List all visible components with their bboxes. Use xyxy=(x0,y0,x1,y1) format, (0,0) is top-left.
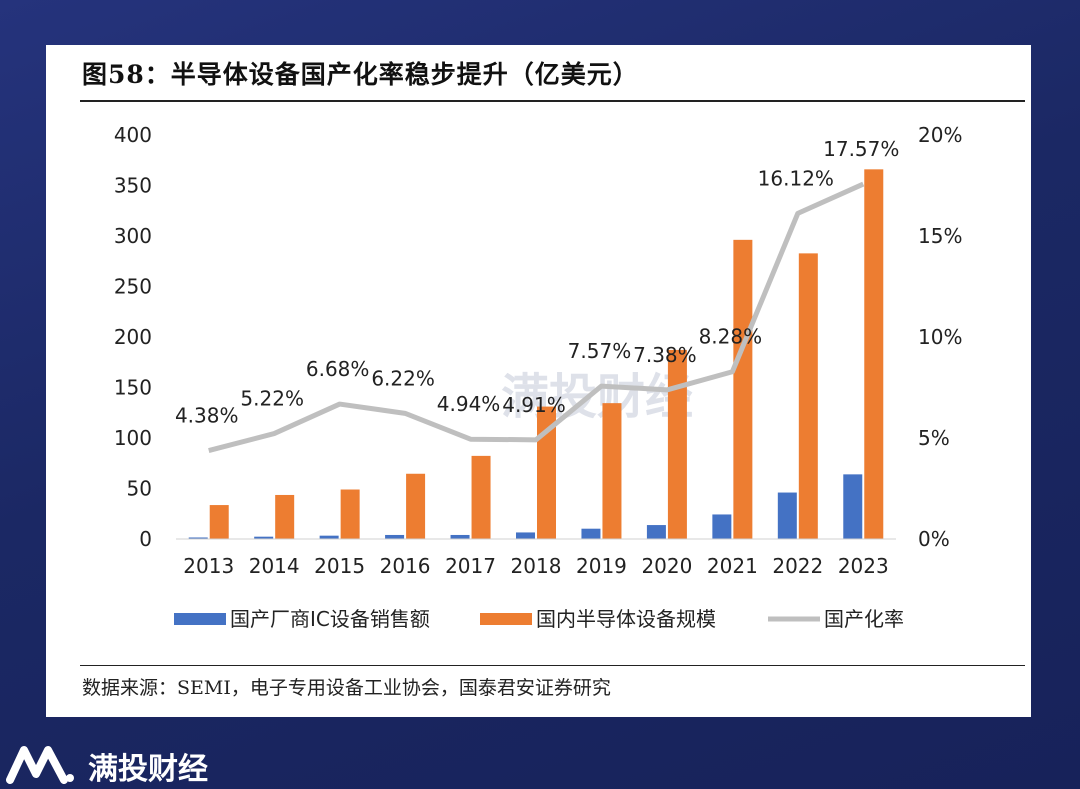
bar-domestic-ic-sales xyxy=(254,536,274,539)
data-label-rate: 4.91% xyxy=(502,393,566,417)
bar-domestic-equipment-market xyxy=(798,253,818,539)
x-tick-label: 2014 xyxy=(249,554,300,578)
bar-domestic-equipment-market xyxy=(471,455,491,539)
bar-domestic-equipment-market xyxy=(667,349,687,539)
legend-localization-rate: 国产化率 xyxy=(768,607,904,631)
bar-domestic-ic-sales xyxy=(516,532,535,539)
legend-swatch xyxy=(480,613,532,625)
y-tick-label: 200 xyxy=(114,325,152,349)
data-label-rate: 7.38% xyxy=(633,343,697,367)
bar-domestic-equipment-market xyxy=(406,473,426,539)
y2-tick-label: 5% xyxy=(918,426,950,450)
bar-domestic-ic-sales xyxy=(319,535,339,539)
data-label-rate: 8.28% xyxy=(699,325,763,349)
y2-tick-label: 20% xyxy=(918,123,962,147)
x-tick-label: 2017 xyxy=(445,554,496,578)
data-label-rate: 16.12% xyxy=(758,166,834,190)
bar-domestic-ic-sales xyxy=(581,528,601,539)
bar-domestic-ic-sales xyxy=(188,537,208,539)
data-label-rate: 17.57% xyxy=(823,137,899,161)
watermark-text: 满投财经 xyxy=(501,369,693,425)
data-label-rate: 6.68% xyxy=(306,357,370,381)
x-tick-label: 2020 xyxy=(641,554,692,578)
legend-swatch xyxy=(174,613,226,625)
y-tick-label: 250 xyxy=(114,275,152,299)
y-tick-label: 400 xyxy=(114,123,152,147)
data-label-rate: 4.94% xyxy=(437,392,501,416)
bar-domestic-ic-sales xyxy=(385,534,405,539)
y-tick-label: 100 xyxy=(114,426,152,450)
legend-label: 国内半导体设备规模 xyxy=(536,607,716,631)
source-divider xyxy=(80,665,1025,666)
y2-tick-label: 10% xyxy=(918,325,962,349)
legend-label: 国产化率 xyxy=(824,607,904,631)
x-tick-label: 2013 xyxy=(183,554,234,578)
bar-domestic-ic-sales xyxy=(843,474,863,539)
bar-domestic-equipment-market xyxy=(275,494,295,539)
x-tick-label: 2016 xyxy=(380,554,431,578)
y-tick-label: 150 xyxy=(114,376,152,400)
chart-card: 图58：半导体设备国产化率稳步提升（亿美元） 满投财经 0 50 100 150 200… xyxy=(46,45,1031,717)
bar-domestic-ic-sales xyxy=(646,525,666,539)
y-tick-label: 0 xyxy=(139,527,152,551)
brand-logo-icon xyxy=(6,746,74,784)
x-tick-label: 2021 xyxy=(707,554,758,578)
y-tick-label: 350 xyxy=(114,174,152,198)
bar-domestic-equipment-market xyxy=(209,505,229,539)
bar-domestic-equipment-market xyxy=(602,403,622,539)
legend-label: 国产厂商IC设备销售额 xyxy=(230,607,430,631)
chart-title: 图58：半导体设备国产化率稳步提升（亿美元） xyxy=(82,60,639,89)
bar-domestic-equipment-market xyxy=(864,169,884,539)
title-divider xyxy=(80,100,1025,102)
bar-domestic-ic-sales xyxy=(450,534,470,539)
bar-domestic-equipment-market xyxy=(340,489,360,539)
data-label-rate: 4.38% xyxy=(175,404,239,428)
legend-domestic-equipment-market: 国内半导体设备规模 xyxy=(480,607,716,631)
x-tick-label: 2022 xyxy=(772,554,823,578)
data-label-rate: 5.22% xyxy=(240,387,304,411)
source-note: 数据来源：SEMI，电子专用设备工业协会，国泰君安证券研究 xyxy=(82,677,611,699)
data-label-rate: 6.22% xyxy=(371,366,435,390)
x-tick-label: 2019 xyxy=(576,554,627,578)
bar-domestic-equipment-market xyxy=(733,239,753,539)
y-tick-label: 300 xyxy=(114,224,152,248)
combo-chart: 满投财经 0 50 100 150 200 250 300 350 400 0% 5% 10% 15%… xyxy=(114,123,963,631)
y-tick-label: 50 xyxy=(127,477,152,501)
data-label-rate: 7.57% xyxy=(568,339,632,363)
footer-brand: 满投财经 xyxy=(88,752,208,787)
line-localization-rate xyxy=(208,181,865,453)
legend-domestic-ic-sales: 国产厂商IC设备销售额 xyxy=(174,607,430,631)
bar-domestic-ic-sales xyxy=(712,514,732,539)
x-tick-label: 2015 xyxy=(314,554,365,578)
x-tick-label: 2023 xyxy=(838,554,889,578)
x-tick-label: 2018 xyxy=(511,554,562,578)
y2-tick-label: 15% xyxy=(918,224,962,248)
y2-tick-label: 0% xyxy=(918,527,950,551)
bar-domestic-ic-sales xyxy=(777,492,797,539)
bar-domestic-equipment-market xyxy=(537,406,556,539)
